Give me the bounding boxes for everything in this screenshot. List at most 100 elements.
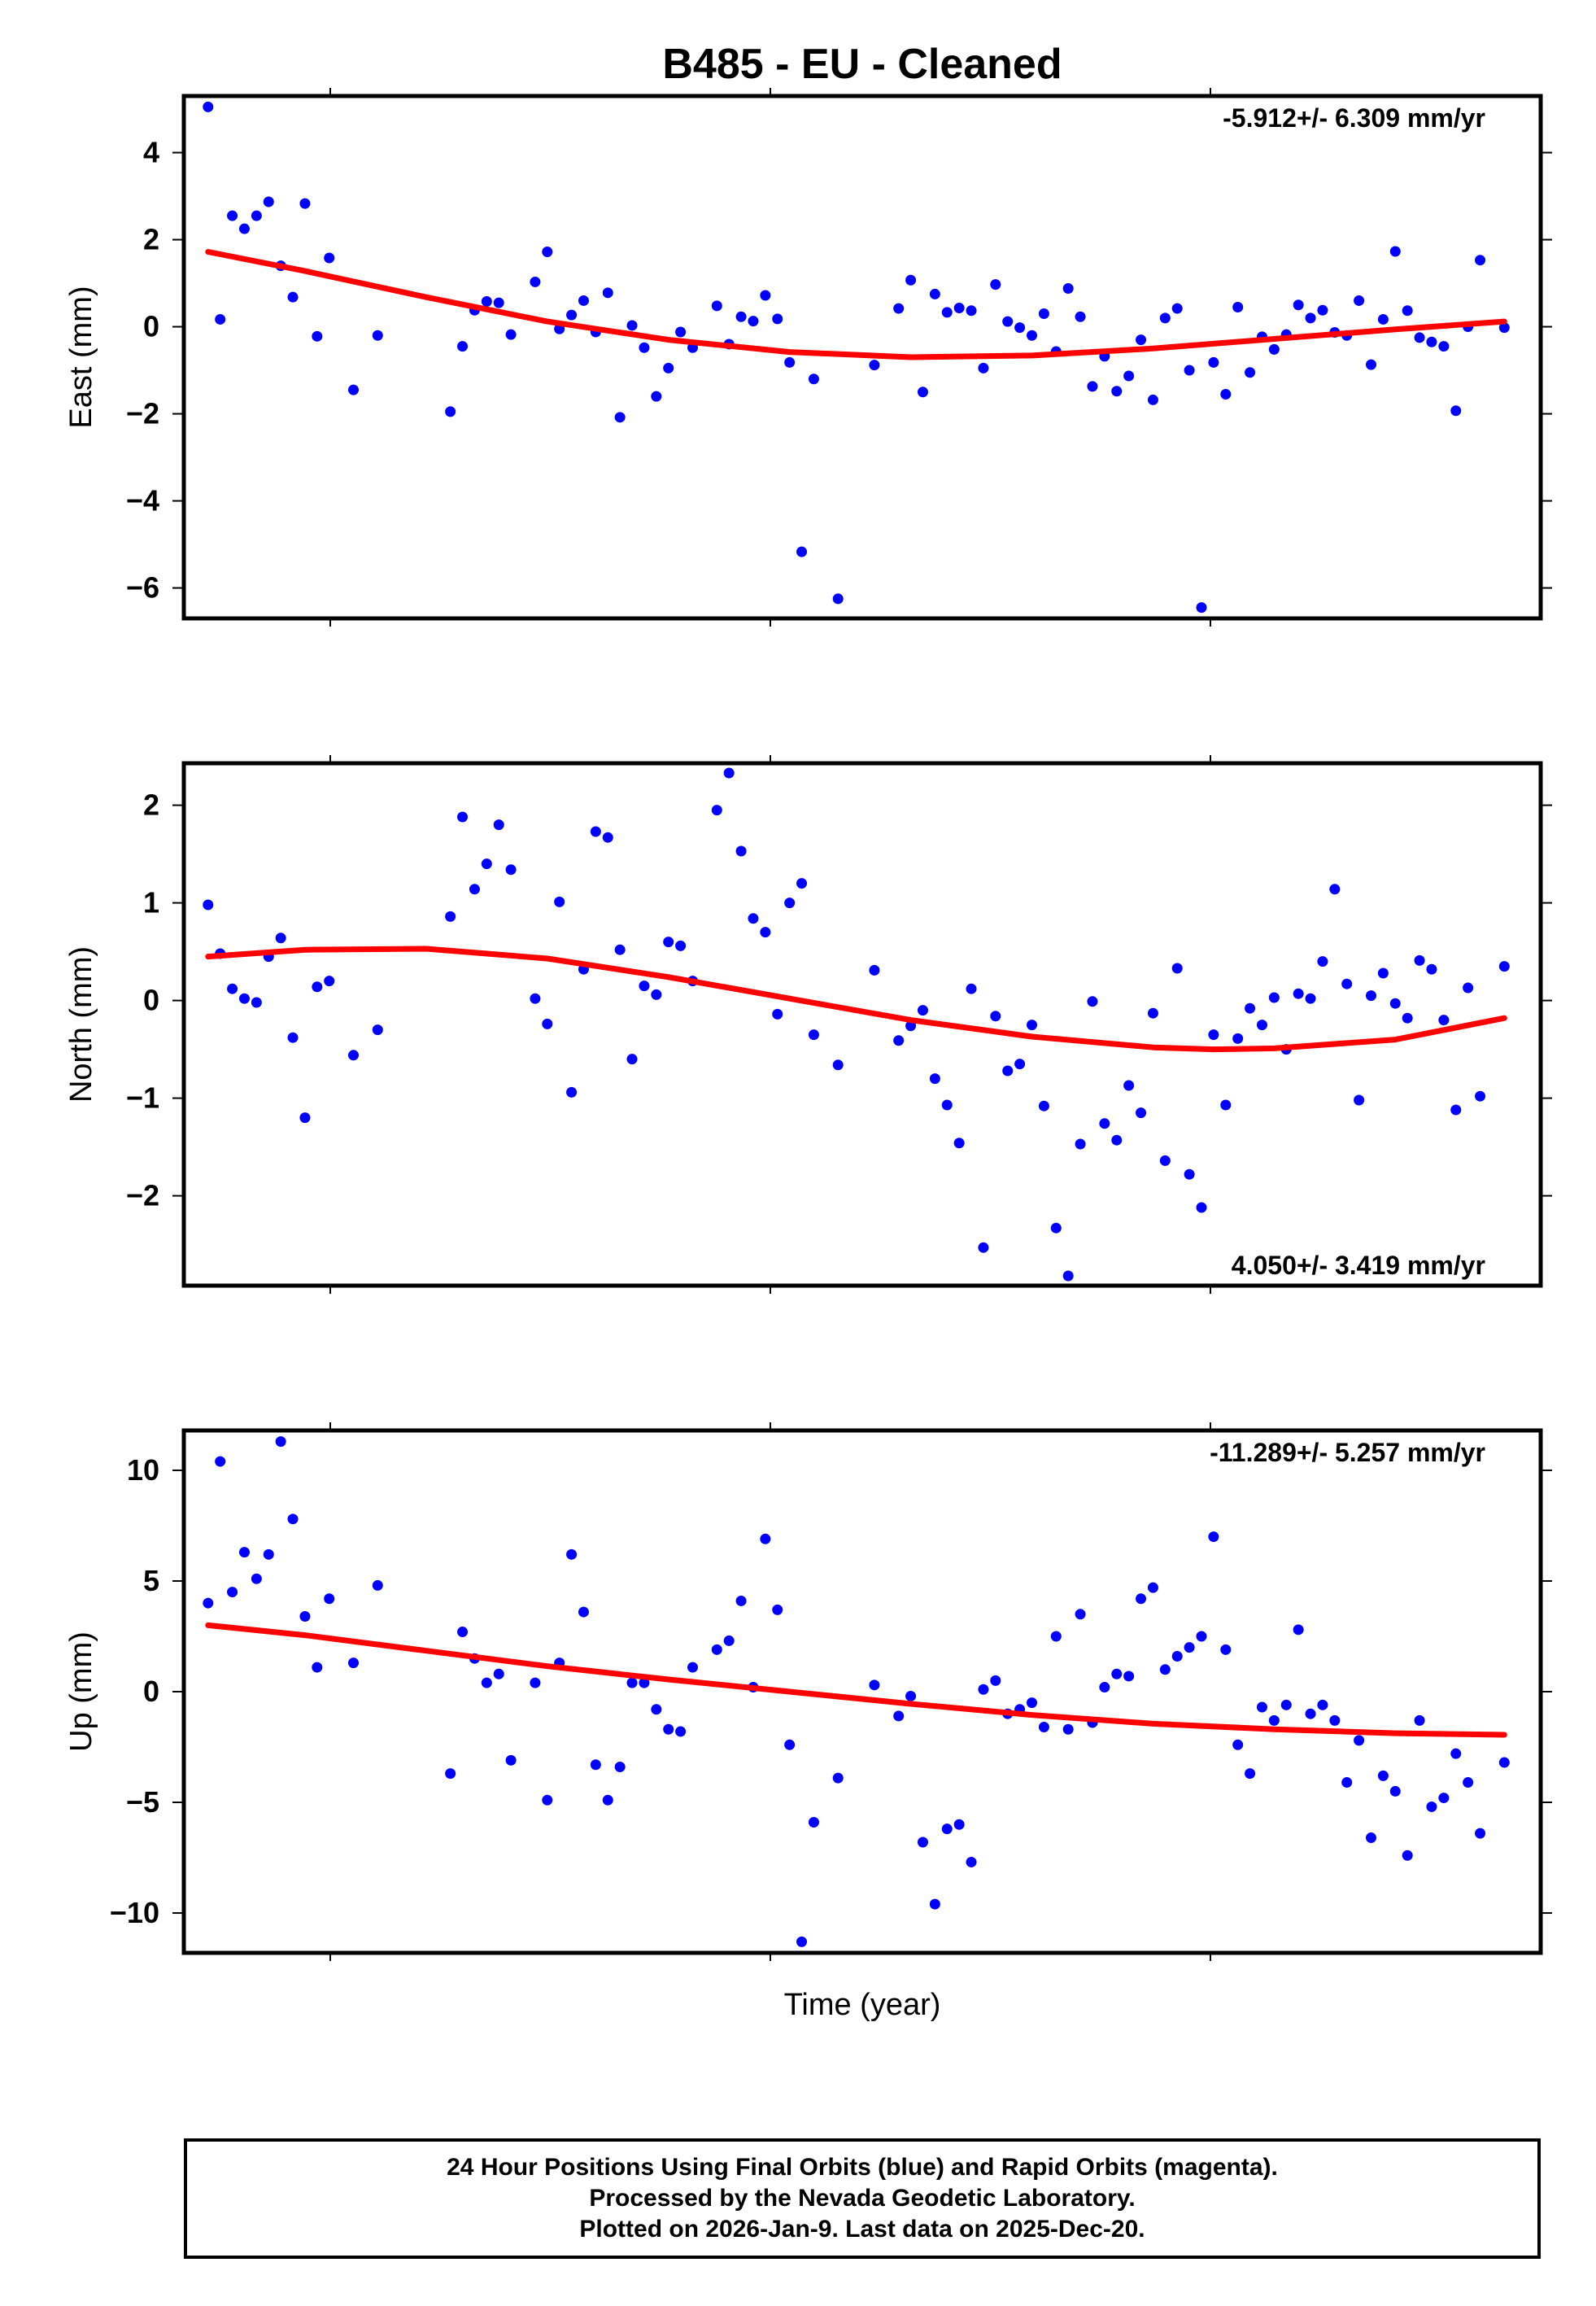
data-point [530, 1677, 541, 1688]
data-point [1377, 313, 1389, 325]
data-point [929, 288, 940, 299]
data-point [663, 937, 674, 948]
data-point [651, 391, 662, 402]
data-point [1232, 301, 1244, 312]
data-point [760, 290, 771, 301]
data-point [481, 296, 492, 308]
data-point [566, 1086, 578, 1098]
data-point [505, 1754, 517, 1766]
data-point [1354, 295, 1365, 306]
data-point [953, 1819, 965, 1830]
plot-frame-east [181, 94, 1543, 621]
data-point [1426, 336, 1437, 347]
data-point [1196, 602, 1207, 614]
data-point [626, 1677, 638, 1688]
data-point [1062, 1270, 1074, 1282]
data-point [1220, 1644, 1232, 1655]
data-point [203, 1597, 214, 1609]
data-point [457, 811, 469, 823]
data-point [1099, 1682, 1110, 1693]
data-point [1402, 305, 1413, 317]
data-point [1475, 255, 1486, 266]
data-point [505, 329, 517, 340]
data-point [723, 1635, 735, 1646]
data-point [1366, 1832, 1376, 1844]
data-point [1475, 1090, 1486, 1102]
data-point [1450, 1748, 1462, 1759]
plot-frame-up [181, 1428, 1543, 1955]
rate-label-north: 4.050+/- 3.419 mm/yr [1232, 1251, 1485, 1280]
data-point [324, 252, 335, 264]
data-point [1389, 1785, 1401, 1797]
data-point [626, 1054, 638, 1065]
panel-east: 4 2 0 −2 −4 −6 East (mm) -5.912+/- 6.309 mm/yr [64, 88, 1552, 627]
data-point [1123, 370, 1135, 382]
data-point [1062, 1723, 1074, 1735]
footer-line-1: 24 Hour Positions Using Final Orbits (bl… [447, 2154, 1278, 2181]
data-point [1208, 1029, 1219, 1041]
data-point [772, 1008, 783, 1020]
y-tick-label: −2 [126, 1179, 159, 1212]
data-point [505, 864, 517, 876]
data-point [1111, 1134, 1123, 1146]
data-point [1389, 998, 1401, 1009]
data-point [238, 223, 250, 234]
data-point [796, 546, 808, 557]
data-point [275, 932, 286, 944]
chart-title: B485 - EU - Cleaned [662, 41, 1062, 88]
data-point [299, 1611, 311, 1622]
trend-fit-line [205, 946, 1507, 1053]
data-point [953, 1138, 965, 1149]
data-point [1220, 388, 1232, 400]
data-point [735, 311, 747, 322]
data-point [1426, 1801, 1437, 1812]
data-point [1414, 332, 1425, 343]
data-point [299, 198, 311, 209]
trend-fit-line [205, 249, 1507, 360]
data-point [1463, 1777, 1474, 1788]
data-point [990, 1675, 1001, 1686]
data-point [578, 1606, 589, 1618]
data-point [215, 313, 226, 325]
data-point [1366, 990, 1376, 1002]
data-point [990, 1011, 1001, 1022]
data-point [251, 210, 262, 221]
data-point [1050, 1631, 1062, 1642]
data-point [832, 1059, 844, 1071]
data-point [929, 1898, 940, 1910]
data-point [1038, 308, 1049, 319]
data-point [929, 1073, 940, 1085]
data-point [493, 297, 504, 308]
data-point [1136, 1593, 1147, 1605]
data-point [1268, 1714, 1280, 1726]
data-point [1050, 1222, 1062, 1234]
data-point [324, 976, 335, 987]
data-point [1136, 334, 1147, 346]
data-point [542, 247, 553, 258]
data-point [1184, 365, 1195, 376]
data-point [1498, 961, 1510, 972]
data-point [917, 1837, 928, 1848]
rate-label-up: -11.289+/- 5.257 mm/yr [1210, 1438, 1485, 1467]
data-point [1171, 1650, 1183, 1662]
data-point [760, 927, 771, 938]
data-point [1147, 1007, 1158, 1019]
data-point [251, 1573, 262, 1584]
data-point [1027, 1697, 1037, 1709]
data-point [784, 356, 796, 368]
data-point [1184, 1642, 1195, 1653]
data-point [1171, 303, 1183, 314]
data-point [1123, 1080, 1135, 1091]
data-point [1450, 1104, 1462, 1116]
data-point [675, 326, 687, 338]
data-point [554, 896, 565, 907]
data-point [796, 1936, 808, 1947]
data-point [893, 1035, 905, 1046]
data-point [1245, 1768, 1256, 1780]
data-point [1256, 1020, 1267, 1031]
data-point [1268, 343, 1280, 355]
trend-fit-line [205, 1622, 1507, 1738]
data-point [639, 980, 650, 992]
data-point [312, 330, 323, 342]
